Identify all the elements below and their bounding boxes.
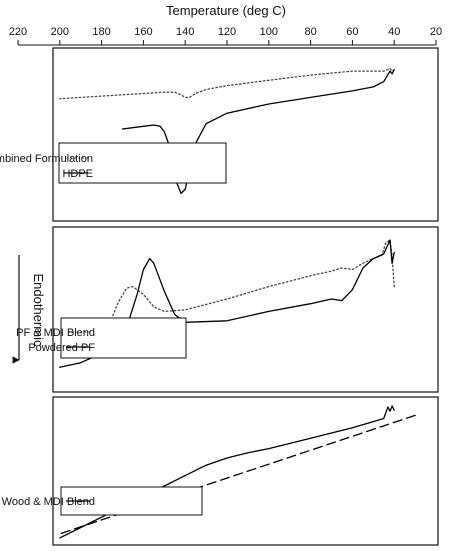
panel-frame-top [52,47,439,222]
x-tick-label: 60 [346,26,358,38]
panel-frame-bottom [52,396,439,546]
legend-label-powdered-pf: Powdered PF [28,342,95,354]
legend-bottom: Wood & MDI Blend [2,486,203,516]
x-tick-label: 140 [176,26,194,38]
series-line-wood-mdi-blend [59,405,395,539]
series-line-combined-formulation [59,67,395,100]
x-tick-label: 120 [218,26,236,38]
x-tick-label: 40 [388,26,400,38]
y-axis-label: Endothermic [31,274,46,347]
series-line-baseline [59,414,416,535]
x-tick-label: 20 [430,26,442,38]
temperature-axis: 20 40 60 80 100 120 140 160 180 200 220 Temperatur… [9,3,442,46]
legend-label-hdpe: HDPE [62,168,93,180]
x-tick-label: 80 [304,26,316,38]
series-line-pf-mdi-blend [59,239,395,358]
x-tick-label: 180 [92,26,110,38]
legend-label-wood-mdi-blend: Wood & MDI Blend [2,496,95,508]
y-axis: Endothermic [12,255,46,364]
legend-label-combined-formulation: Combined Formulation [0,153,93,165]
legend-top: Combined Formulation HDPE [0,142,227,184]
legend-middle: PF & MDI Blend Powdered PF [16,317,187,359]
panel-bottom [59,405,416,539]
panel-frame-middle [52,226,439,393]
x-tick-group: 20 40 60 80 100 120 140 160 180 200 220 [9,26,442,45]
x-tick-label: 200 [51,26,69,38]
legend-box [60,317,187,359]
x-tick-label: 220 [9,26,27,38]
x-tick-label: 100 [260,26,278,38]
x-tick-label: 160 [134,26,152,38]
x-axis-label: Temperature (deg C) [166,3,286,18]
legend-box [58,142,227,184]
legend-label-pf-mdi-blend: PF & MDI Blend [16,327,95,339]
